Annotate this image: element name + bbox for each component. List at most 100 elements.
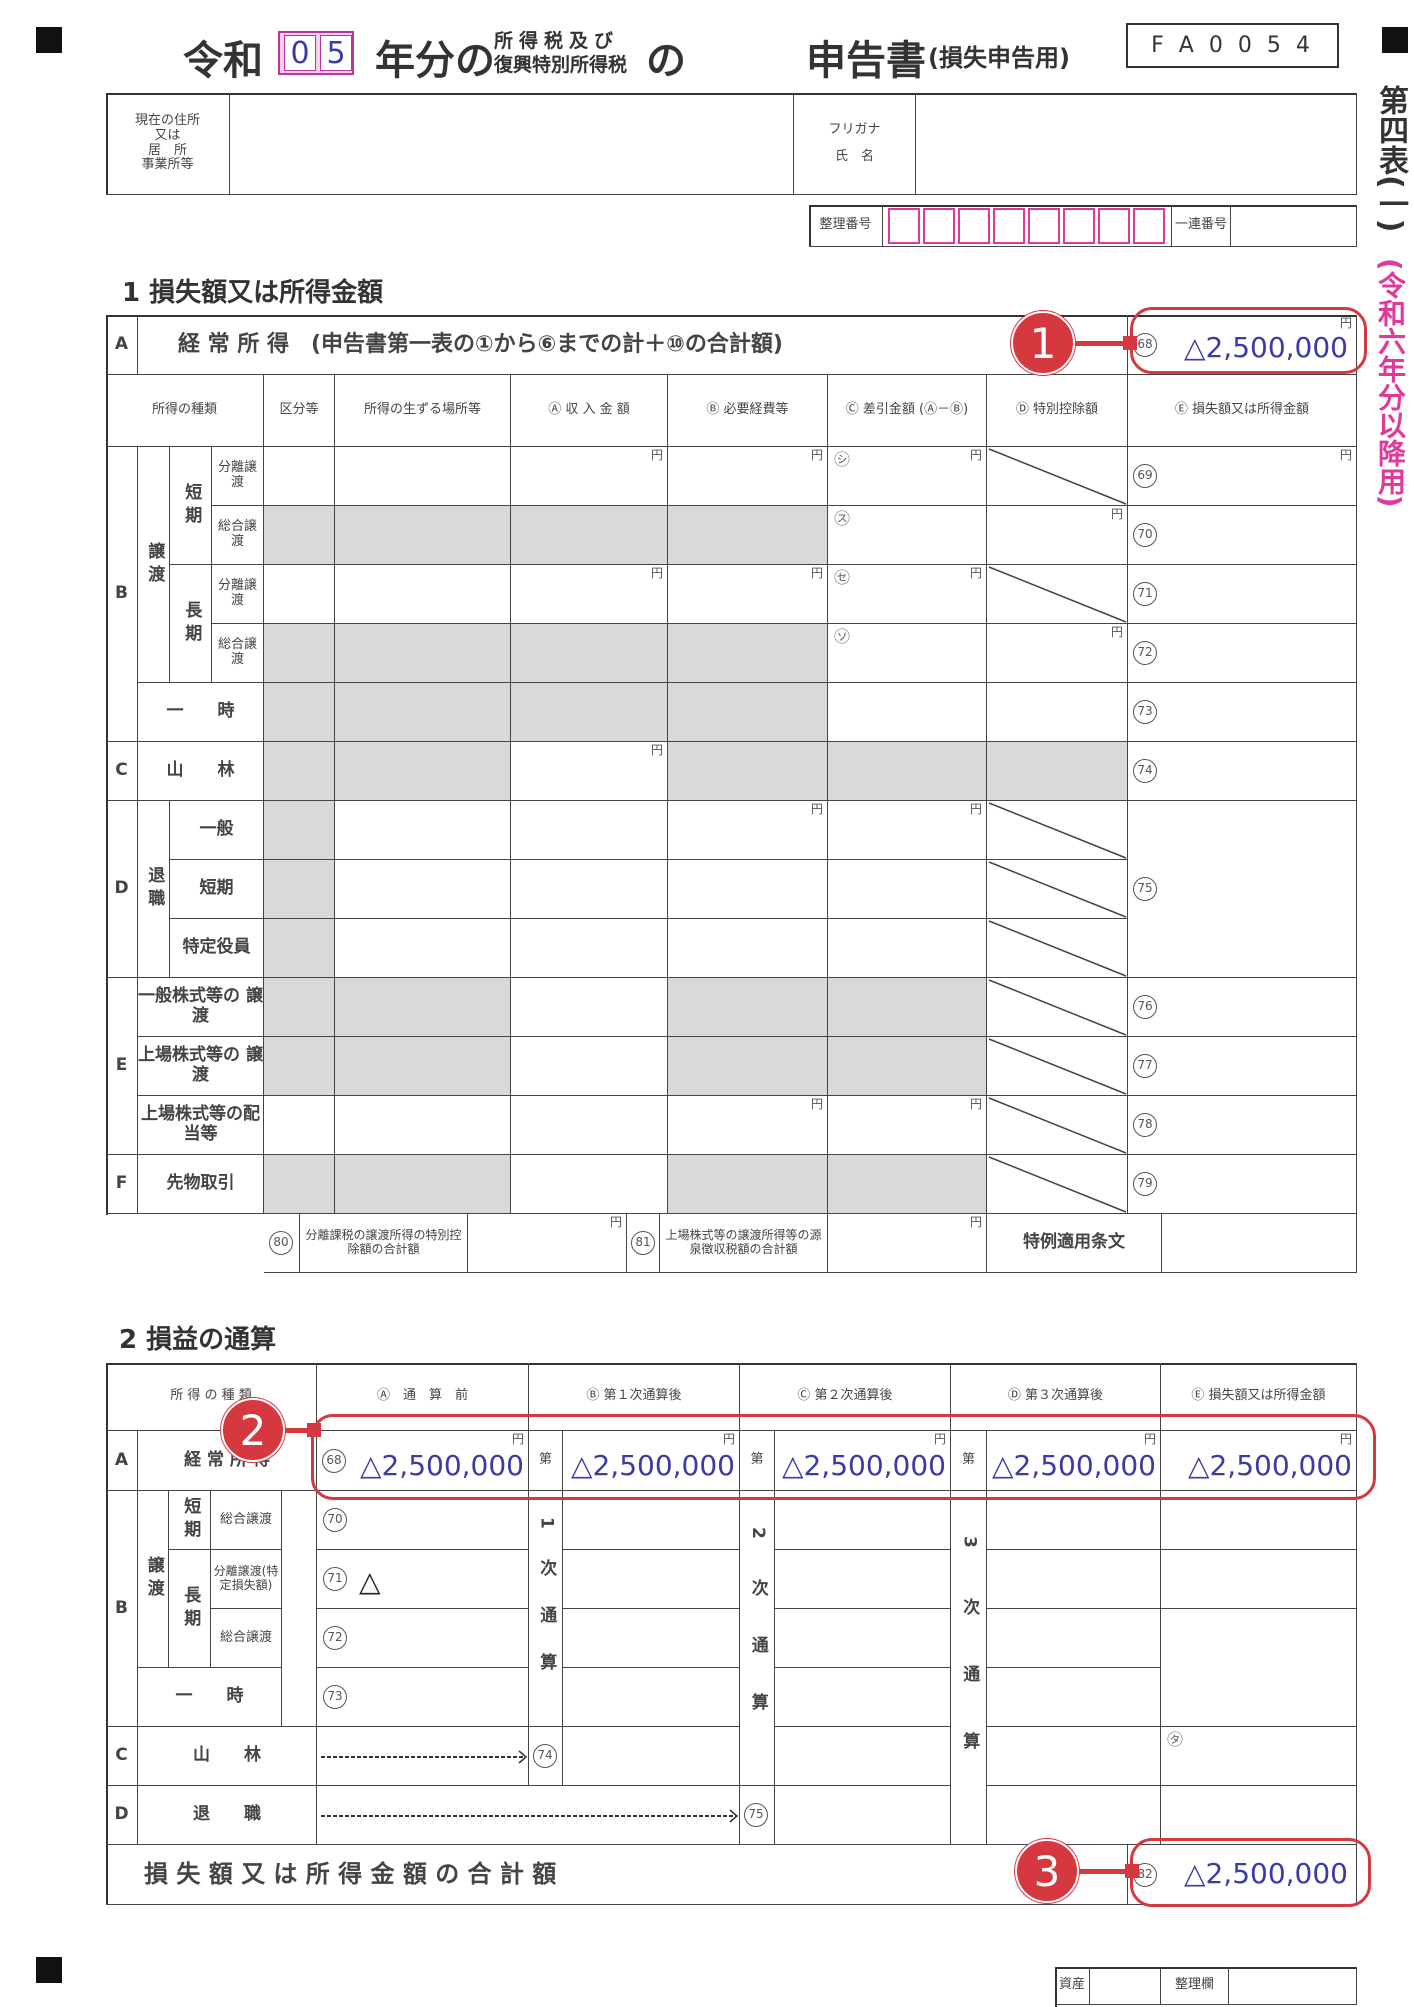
name-field[interactable] xyxy=(916,93,1357,195)
entry-cell[interactable]: 円 xyxy=(668,801,828,860)
entry-cell[interactable] xyxy=(828,860,987,919)
entry-cell[interactable] xyxy=(828,683,987,742)
result-cell[interactable]: 74 xyxy=(1128,742,1357,801)
n80-value[interactable]: 円 xyxy=(468,1214,627,1273)
first-pass-cell[interactable] xyxy=(563,1491,740,1550)
seiri-number-box[interactable] xyxy=(923,208,955,244)
entry-cell[interactable] xyxy=(335,565,511,624)
result-cell[interactable]: 71 xyxy=(1128,565,1357,624)
entry-cell[interactable] xyxy=(987,447,1128,506)
entry-cell[interactable]: 円 xyxy=(987,506,1128,565)
entry-cell[interactable]: 円 xyxy=(511,447,668,506)
tokurei-value[interactable] xyxy=(1162,1214,1357,1273)
address-field[interactable] xyxy=(230,93,794,195)
first-pass-cell[interactable] xyxy=(563,1668,740,1727)
entry-cell[interactable]: 円㋛ xyxy=(828,447,987,506)
first-pass-cell[interactable] xyxy=(563,1609,740,1668)
entry-cell[interactable] xyxy=(668,919,828,978)
total-value[interactable]: 82 △2,500,000 xyxy=(1128,1845,1357,1905)
entry-cell[interactable] xyxy=(511,1037,668,1096)
entry-cell[interactable] xyxy=(987,565,1128,624)
pre-offset-cell[interactable]: 73 xyxy=(317,1668,529,1727)
row-a-value-0[interactable]: 68 円 △2,500,000 xyxy=(317,1431,529,1491)
entry-cell[interactable]: 円㋝ xyxy=(828,565,987,624)
entry-cell[interactable] xyxy=(335,447,511,506)
third-pass-cell[interactable] xyxy=(987,1491,1161,1550)
shisan-field[interactable] xyxy=(1090,1967,1161,2005)
entry-cell[interactable] xyxy=(987,683,1128,742)
result-cell[interactable] xyxy=(1161,1491,1357,1550)
entry-cell[interactable] xyxy=(828,919,987,978)
seiri-number-box[interactable] xyxy=(888,208,920,244)
seiri-number-box[interactable] xyxy=(1063,208,1095,244)
seiri-number-box[interactable] xyxy=(1028,208,1060,244)
entry-cell[interactable]: 円 xyxy=(511,565,668,624)
row-a-value-4[interactable]: 円 △2,500,000 xyxy=(1161,1431,1357,1491)
result-cell[interactable]: 70 xyxy=(1128,506,1357,565)
second-pass-cell[interactable] xyxy=(775,1550,951,1609)
entry-cell[interactable] xyxy=(335,860,511,919)
row-a-value-1[interactable]: 円 △2,500,000 xyxy=(563,1431,740,1491)
seiri-number-box[interactable] xyxy=(1133,208,1165,244)
pre-offset-cell[interactable]: 71 △ xyxy=(317,1550,529,1609)
entry-cell[interactable]: 円 xyxy=(828,1096,987,1155)
second-pass-cell[interactable] xyxy=(775,1609,951,1668)
third-pass-cell[interactable] xyxy=(987,1727,1161,1786)
second-pass-cell[interactable] xyxy=(775,1786,951,1845)
row-a-value-3[interactable]: 円 △2,500,000 xyxy=(987,1431,1161,1491)
entry-cell[interactable]: 円 xyxy=(511,742,668,801)
entry-cell[interactable] xyxy=(264,565,335,624)
third-pass-cell[interactable] xyxy=(987,1609,1161,1668)
entry-cell[interactable] xyxy=(335,801,511,860)
entry-cell[interactable] xyxy=(987,978,1128,1037)
result-cell[interactable]: 76 xyxy=(1128,978,1357,1037)
entry-cell[interactable]: ㋞ xyxy=(828,624,987,683)
entry-cell[interactable]: 円 xyxy=(668,565,828,624)
result-cell[interactable]: 79 xyxy=(1128,1155,1357,1214)
pre-offset-cell[interactable]: 72 xyxy=(317,1609,529,1668)
third-pass-cell[interactable] xyxy=(987,1550,1161,1609)
entry-cell[interactable] xyxy=(264,447,335,506)
result-cell[interactable]: ㋟ xyxy=(1161,1727,1357,1786)
third-pass-cell[interactable] xyxy=(987,1786,1161,1845)
ichiren-field[interactable] xyxy=(1231,205,1357,247)
second-pass-cell[interactable] xyxy=(775,1727,951,1786)
entry-cell[interactable]: ㋜ xyxy=(828,506,987,565)
second-pass-cell[interactable] xyxy=(775,1491,951,1550)
n81-value[interactable]: 円 xyxy=(828,1214,987,1273)
entry-cell[interactable]: 円 xyxy=(668,1096,828,1155)
entry-cell[interactable]: 円 xyxy=(987,624,1128,683)
result-cell[interactable]: 69 円 xyxy=(1128,447,1357,506)
entry-cell[interactable] xyxy=(987,919,1128,978)
third-pass-cell[interactable] xyxy=(987,1668,1161,1727)
seiri-number-box[interactable] xyxy=(958,208,990,244)
entry-cell[interactable]: 円 xyxy=(828,801,987,860)
entry-cell[interactable] xyxy=(335,919,511,978)
entry-cell[interactable] xyxy=(987,1096,1128,1155)
entry-cell[interactable] xyxy=(511,1155,668,1214)
result-cell[interactable]: 78 xyxy=(1128,1096,1357,1155)
entry-cell[interactable] xyxy=(264,1096,335,1155)
result-cell[interactable]: 73 xyxy=(1128,683,1357,742)
entry-cell[interactable] xyxy=(511,860,668,919)
entry-cell[interactable] xyxy=(987,1155,1128,1214)
seiri-number-box[interactable] xyxy=(1098,208,1130,244)
entry-cell[interactable]: 円 xyxy=(668,447,828,506)
entry-cell[interactable] xyxy=(987,801,1128,860)
first-pass-cell[interactable] xyxy=(563,1727,740,1786)
result-cell[interactable]: 77 xyxy=(1128,1037,1357,1096)
first-pass-cell[interactable] xyxy=(563,1550,740,1609)
entry-cell[interactable] xyxy=(511,1096,668,1155)
entry-cell[interactable] xyxy=(511,978,668,1037)
result-cell[interactable]: 72 xyxy=(1128,624,1357,683)
pre-offset-cell[interactable]: 70 xyxy=(317,1491,529,1550)
second-pass-cell[interactable] xyxy=(775,1668,951,1727)
result-cell[interactable]: 75 xyxy=(1128,801,1357,978)
result-cell[interactable] xyxy=(1161,1786,1357,1845)
entry-cell[interactable] xyxy=(987,860,1128,919)
row-a-value-2[interactable]: 円 △2,500,000 xyxy=(775,1431,951,1491)
seiri-number-box[interactable] xyxy=(993,208,1025,244)
result-cell[interactable] xyxy=(1161,1550,1357,1609)
entry-cell[interactable] xyxy=(335,1096,511,1155)
